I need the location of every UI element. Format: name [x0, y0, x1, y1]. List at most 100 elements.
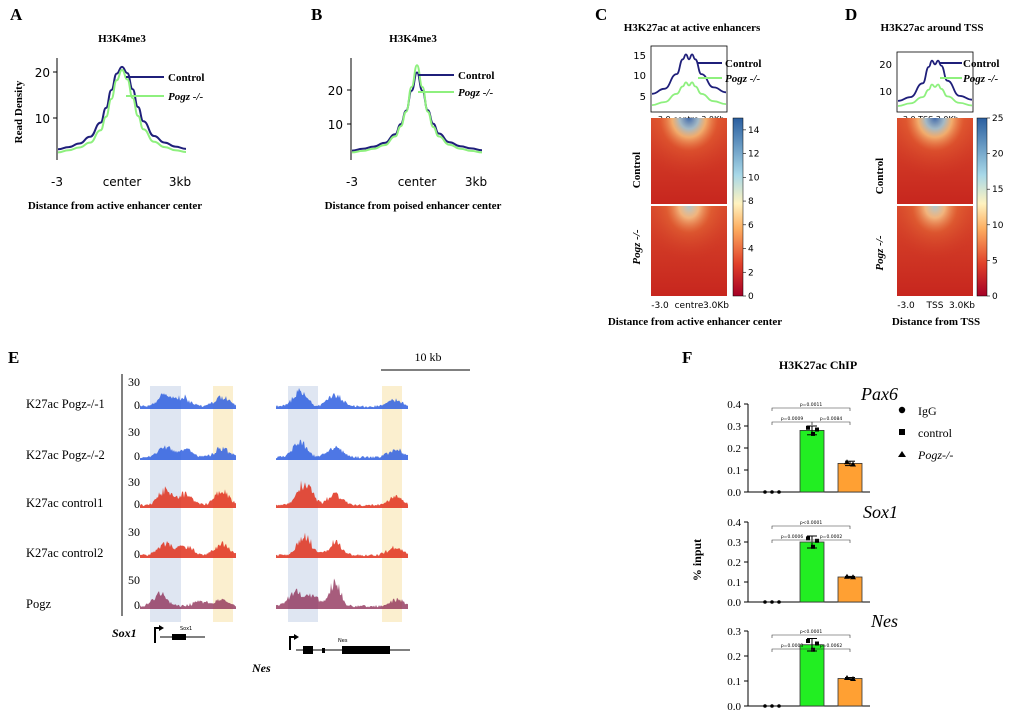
panel-c-heat-xtick: -3.0 [651, 301, 669, 311]
panel-a-legend-control: Control [168, 72, 204, 84]
panel-b-xtick: center [398, 175, 437, 189]
panel-c-colorbar [732, 117, 744, 297]
legend-label-pogz: Pogz-/- [917, 448, 953, 462]
panel-a-legend-pogz: Pogz -/- [168, 91, 203, 103]
f-ytick: 0.1 [727, 465, 741, 477]
f-sig-bracket [811, 539, 851, 543]
f-ytick: 0.1 [727, 577, 741, 589]
panel-c-heatmap-pogz-signal [651, 206, 727, 296]
f-replicate [806, 639, 810, 643]
track-signal [276, 388, 408, 409]
panel-d-row-label-control: Control [874, 158, 886, 194]
panel-f-title: H3K27ac ChIP [779, 358, 857, 372]
f-ytick: 0.0 [727, 487, 741, 499]
panel-c-colorbar-tick: 4 [748, 245, 754, 255]
panel-d-heatmap-pogz-signal [897, 206, 973, 296]
panel-c-control-profile [651, 53, 727, 95]
f-replicate [806, 425, 810, 430]
panel-b-xtick: -3 [346, 175, 358, 189]
track-signal [276, 480, 408, 508]
panel-letter-a: A [10, 5, 23, 24]
panel-d-colorbar-tick: 20 [992, 150, 1004, 160]
f-pvalue: p=0.0011 [800, 402, 823, 408]
panel-d-legend-control: Control [963, 58, 999, 70]
f-igg-point [770, 490, 774, 494]
f-pvalue: p<0.0001 [800, 629, 823, 635]
f-bar-pogz [837, 678, 863, 707]
panel-d-colorbar-tick: 10 [992, 221, 1004, 231]
panel-c-profile-ytick: 15 [633, 51, 646, 62]
f-gene-label: Nes [870, 611, 898, 631]
panel-letter-e: E [8, 348, 19, 367]
panel-d-row-label-pogz: Pogz -/- [874, 235, 886, 270]
gene-label-nes: Nes [251, 661, 271, 675]
panel-c-heat-xtick: centre [675, 301, 704, 311]
panel-d-heat-xtick: 3.0Kb [949, 301, 975, 311]
panel-a-ytick: 10 [35, 112, 50, 126]
panel-d-xlabel: Distance from TSS [892, 316, 980, 328]
panel-b-legend-pogz: Pogz -/- [458, 87, 493, 99]
panel-c-legend-control: Control [725, 58, 761, 70]
panel-c-colorbar-tick: 0 [748, 292, 754, 302]
panel-b-title: H3K4me3 [389, 33, 437, 45]
f-ytick: 0.4 [727, 399, 741, 411]
panel-d-profile-ytick: 20 [879, 60, 892, 71]
panel-a-xtick: 3kb [169, 175, 191, 189]
track-max-label: 30 [128, 375, 140, 389]
panel-d-colorbar-tick: 15 [992, 185, 1003, 195]
panel-b-legend-control: Control [458, 70, 494, 82]
panel-c-colorbar-tick: 6 [748, 221, 754, 231]
f-pvalue: p=0.0084 [820, 416, 843, 422]
panel-d-heat-xtick: -3.0 [897, 301, 915, 311]
track-max-label: 50 [128, 573, 140, 587]
f-ytick: 0.0 [727, 701, 741, 713]
panel-d-colorbar-tick: 5 [992, 256, 998, 266]
f-replicate [850, 461, 856, 467]
panel-c-row-label-pogz: Pogz -/- [631, 229, 643, 264]
f-replicate [844, 675, 850, 680]
f-sig-bracket [771, 421, 813, 425]
f-replicate [815, 427, 819, 432]
panel-c-profile-ytick: 10 [633, 71, 646, 82]
panel-c: H3K27ac at active enhancers 15 10 5 -3.0… [608, 22, 782, 328]
track-signal [140, 541, 236, 558]
f-replicate [844, 573, 850, 579]
panel-c-colorbar-tick: 2 [748, 268, 754, 278]
f-replicate [850, 676, 856, 681]
track-zero-label: 0 [134, 547, 140, 561]
f-gene-label: Sox1 [863, 502, 898, 522]
panel-c-pogz-profile [651, 81, 727, 106]
f-replicate [815, 538, 819, 543]
panel-c-legend-pogz: Pogz -/- [725, 73, 760, 85]
panel-d-heat-xtick: TSS [926, 301, 944, 311]
f-igg-point [777, 600, 781, 604]
gene-small-label-sox1: Sox1 [180, 626, 192, 632]
legend-label-control: control [918, 426, 953, 440]
f-bar-pogz [837, 576, 863, 603]
f-replicate [811, 544, 815, 549]
panel-letter-f: F [682, 348, 692, 367]
panel-a-ylabel: Read Density [13, 80, 25, 143]
panel-a-xtick: -3 [51, 175, 63, 189]
track-signal [276, 532, 408, 558]
panel-letter-d: D [845, 5, 857, 24]
panel-a-title: H3K4me3 [98, 33, 146, 45]
panel-b-xlabel: Distance from poised enhancer center [325, 200, 502, 212]
panel-c-profile-ytick: 5 [640, 92, 646, 103]
f-igg-point [763, 490, 767, 494]
track-signal [276, 578, 408, 609]
track-label: K27ac Pogz-/-1 [26, 397, 105, 411]
f-ytick: 0.3 [727, 626, 741, 638]
track-signal [140, 486, 236, 508]
track-label: K27ac control1 [26, 496, 103, 510]
f-pvalue: p=0.0009 [781, 416, 804, 422]
panel-d-legend-pogz: Pogz -/- [963, 73, 998, 85]
panel-d-pogz-profile [897, 83, 973, 107]
panel-d-profile-ytick: 10 [879, 87, 892, 98]
f-pvalue: p=0.0062 [820, 643, 843, 649]
panel-b: H3K4me3 20 10 Control Pogz -/- -3 center… [325, 33, 502, 212]
track-max-label: 30 [128, 425, 140, 439]
panel-c-colorbar-tick: 12 [748, 150, 759, 160]
panel-c-profile-frame [650, 45, 728, 113]
